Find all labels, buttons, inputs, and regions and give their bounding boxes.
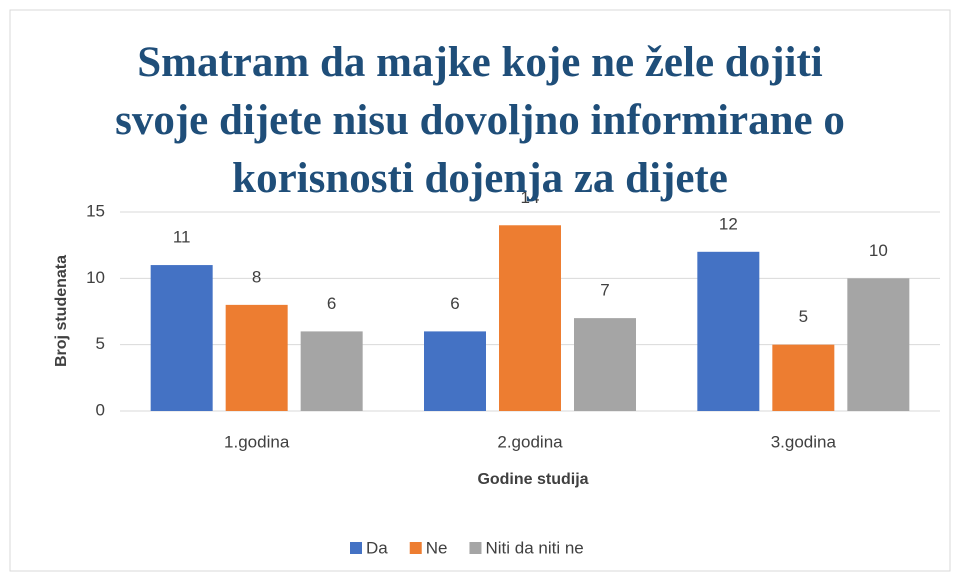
data-label: 5 [799, 307, 808, 326]
legend-swatch [469, 542, 482, 554]
y-tick-label: 5 [96, 334, 105, 353]
bar [499, 225, 561, 411]
data-label: 12 [719, 214, 738, 233]
bar [424, 331, 486, 411]
legend-label: Niti da niti ne [485, 538, 583, 557]
x-axis-label: Godine studija [477, 471, 588, 488]
legend-label: Da [366, 538, 388, 557]
data-label: 8 [252, 267, 261, 286]
bar [574, 318, 636, 411]
bar [225, 304, 288, 411]
bar [847, 278, 910, 411]
data-label: 11 [173, 228, 191, 247]
bar [697, 251, 760, 411]
bar [150, 265, 213, 411]
chart-title: Smatram da majke koje ne žele dojiti svo… [115, 39, 845, 202]
data-label: 7 [600, 281, 609, 300]
legend-label: Ne [426, 538, 448, 557]
bar [772, 344, 835, 411]
data-label: 6 [327, 294, 336, 313]
y-tick-label: 0 [96, 400, 105, 419]
y-tick-label: 10 [86, 268, 105, 287]
x-tick-label: 2.godina [497, 432, 563, 451]
data-label: 6 [450, 294, 459, 313]
legend-swatch [350, 542, 362, 554]
bar [300, 331, 363, 411]
legend-swatch [409, 542, 422, 554]
x-tick-label: 1.godina [224, 432, 290, 451]
y-tick-label: 15 [86, 201, 105, 220]
data-label: 10 [869, 241, 888, 260]
data-label: 14 [521, 188, 540, 207]
x-tick-label: 3.godina [771, 432, 837, 451]
y-axis-label: Broj studenata [53, 255, 70, 367]
